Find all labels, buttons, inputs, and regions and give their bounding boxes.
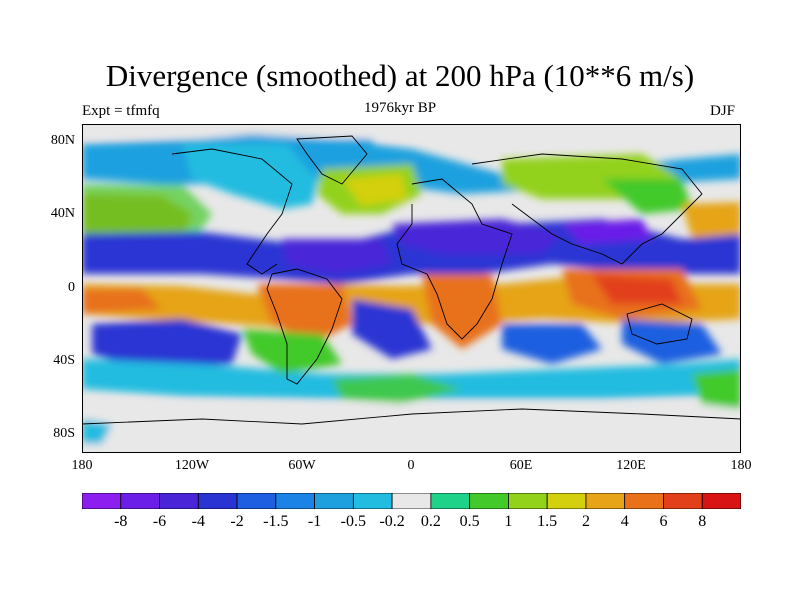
colorbar-swatch — [430, 493, 471, 509]
colorbar-swatch — [508, 493, 548, 509]
west-pacific-positive — [682, 202, 741, 244]
season-label: DJF — [710, 103, 736, 119]
colorbar-swatch — [701, 493, 741, 509]
north-pacific-green — [82, 184, 212, 244]
colorbar-label: -6 — [152, 513, 167, 530]
colorbar-label: -0.2 — [379, 513, 405, 530]
x-tick-label: 120W — [174, 458, 210, 473]
coastlines — [82, 135, 741, 425]
antarctica-coast — [82, 408, 741, 425]
colorbar-label: 1.5 — [537, 513, 558, 530]
colorbar-swatch — [469, 493, 509, 509]
x-tick-label: 60E — [509, 458, 533, 473]
colorbar-swatch — [82, 493, 122, 509]
colorbar-label: 1 — [504, 513, 513, 530]
colorbar-label: 8 — [698, 513, 707, 530]
colorbar-swatch — [314, 493, 354, 509]
time-label: 1976kyr BP — [363, 100, 437, 116]
map-frame — [82, 124, 741, 453]
colorbar-swatch — [546, 493, 587, 509]
subtropical-convergence-core — [282, 239, 392, 274]
north-america-cyan — [182, 144, 322, 209]
south-america-divergence — [257, 284, 352, 344]
east-pacific-divergence — [82, 289, 162, 314]
north-atlantic-core — [342, 174, 407, 206]
x-tick-label: 180 — [71, 458, 93, 473]
y-tick-label: 80S — [53, 426, 75, 441]
y-tick-label: 40S — [53, 353, 75, 368]
south-atlantic-green — [242, 329, 342, 374]
maritime-continent-core — [592, 274, 682, 304]
australia-coast — [626, 303, 693, 345]
colorbar-label: 6 — [659, 513, 668, 530]
north-america-coast — [171, 148, 293, 275]
colorbar-swatch — [159, 493, 199, 509]
southern-ocean-green — [332, 374, 462, 404]
colorbar-swatch — [120, 493, 160, 509]
x-tick-label: 0 — [407, 458, 415, 473]
colorbar-label: -1.5 — [263, 513, 289, 530]
colorbar-label: 4 — [620, 513, 629, 530]
colorbar-swatch — [585, 493, 626, 509]
x-tick-label: 120E — [616, 458, 646, 473]
colorbar-swatch — [391, 493, 432, 509]
indian-ocean-convergence — [502, 324, 602, 364]
colorbar-swatch — [352, 493, 393, 509]
y-tick-label: 0 — [68, 280, 75, 295]
colorbar-swatch — [663, 493, 703, 509]
colorbar — [82, 493, 741, 509]
y-tick-label: 80N — [50, 133, 75, 148]
colorbar-swatch — [197, 493, 238, 509]
arctic-band — [82, 124, 741, 136]
africa-asia-convergence-core — [392, 219, 562, 254]
colorbar-label: -0.5 — [340, 513, 366, 530]
x-tick-label: 180 — [730, 458, 752, 473]
experiment-label: Expt = tfmfq — [82, 103, 160, 119]
asia-coast — [471, 153, 703, 265]
south-pacific-convergence — [92, 319, 242, 369]
colorbar-label: 0.5 — [459, 513, 480, 530]
europe-africa-coast — [396, 178, 513, 340]
south-atlantic-convergence — [352, 299, 432, 359]
colorbar-label: -1 — [307, 513, 322, 530]
south-america-coast — [266, 268, 343, 385]
colorbar-label: -4 — [191, 513, 205, 530]
colorbar-label: 0.2 — [420, 513, 441, 530]
antarctic-cyan-left — [82, 419, 112, 444]
antarctic-green-right — [692, 369, 741, 409]
east-asia-positive — [602, 179, 692, 214]
colorbar-label: -8 — [114, 513, 128, 530]
antarctic-band — [82, 404, 741, 453]
colorbar-label: -2 — [230, 513, 244, 530]
chart-title: Divergence (smoothed) at 200 hPa (10**6 … — [105, 58, 695, 93]
y-tick-label: 40N — [50, 206, 75, 221]
colorbar-swatch — [275, 493, 315, 509]
africa-divergence — [422, 274, 502, 349]
colorbar-label: 2 — [581, 513, 590, 530]
x-tick-label: 60W — [288, 458, 316, 473]
colorbar-swatch — [236, 493, 277, 509]
greenland-coast — [296, 135, 368, 185]
tibet-convergence-core — [562, 219, 652, 244]
colorbar-swatch — [624, 493, 664, 509]
divergence-map — [82, 124, 741, 453]
